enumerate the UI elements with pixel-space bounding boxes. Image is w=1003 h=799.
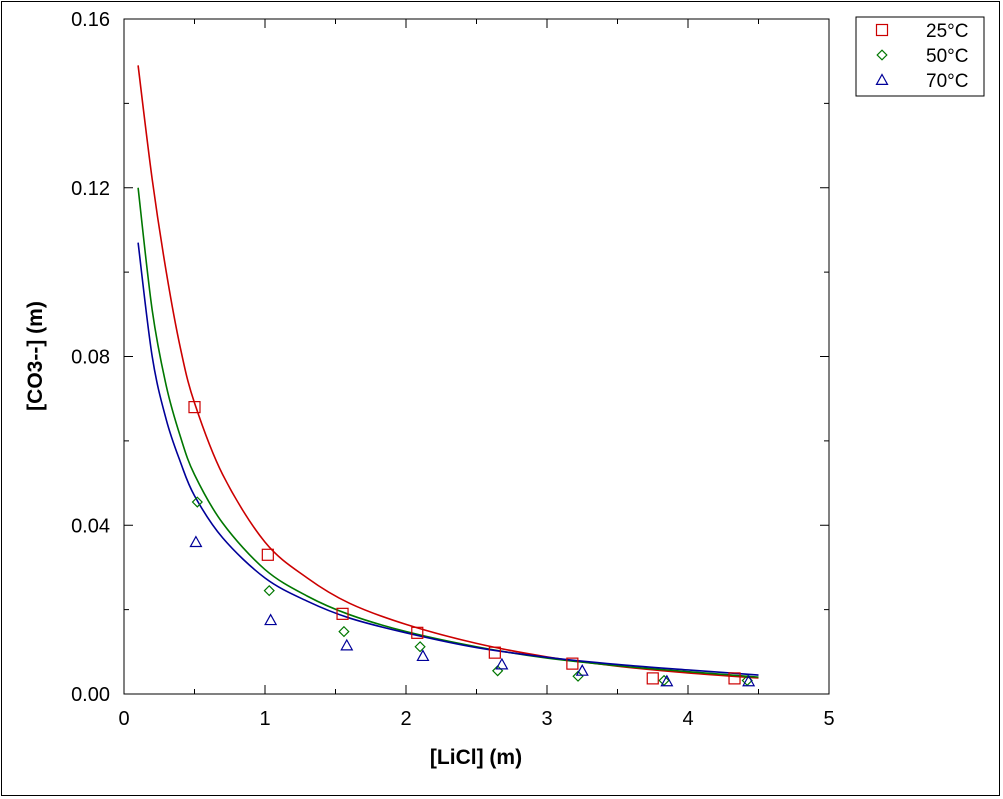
fit-curves <box>137 65 759 679</box>
legend-marker-diamond <box>876 49 888 61</box>
data-point-square <box>488 646 501 659</box>
plot-area <box>123 18 830 695</box>
data-point-diamond <box>191 496 203 508</box>
data-markers <box>188 401 756 687</box>
data-point-diamond <box>338 625 350 638</box>
data-point-square <box>411 626 424 639</box>
legend-marker-triangle <box>875 73 889 86</box>
fit-curve-diamond <box>137 187 759 678</box>
data-point-triangle <box>742 674 756 687</box>
data-point-square <box>728 672 741 685</box>
x-tick-label: 2 <box>400 708 411 730</box>
y-tick-label: 0.12 <box>71 178 110 200</box>
x-axis-title: [LiCl] (m) <box>430 746 522 769</box>
y-tick-label: 0.08 <box>71 347 110 369</box>
axis-ticks <box>123 18 830 695</box>
legend-label: 25°C <box>926 21 968 42</box>
data-point-square <box>336 607 349 620</box>
legend-label: 70°C <box>926 71 968 92</box>
data-point-square <box>261 548 274 561</box>
data-point-triangle <box>575 664 589 676</box>
fit-curve-square <box>137 65 759 679</box>
x-tick-label: 1 <box>259 708 270 730</box>
data-point-diamond <box>414 641 426 653</box>
y-tick-label: 0.04 <box>71 515 110 537</box>
tick-labels: 0 1 2 3 4 5 0.00 0.04 0.08 0.12 0.16 <box>71 9 835 730</box>
x-tick-label: 3 <box>541 708 552 730</box>
data-point-triangle <box>189 535 203 548</box>
legend-marker-square <box>875 23 889 37</box>
data-point-triangle <box>416 649 430 662</box>
data-point-triangle <box>495 657 509 670</box>
legend-label: 50°C <box>926 46 968 67</box>
data-point-triangle <box>660 674 674 687</box>
data-point-triangle <box>264 613 278 626</box>
y-axis-title: [CO3--] (m) <box>24 301 47 411</box>
y-tick-label: 0.00 <box>71 684 110 706</box>
x-tick-label: 4 <box>682 708 693 730</box>
fit-curve-triangle <box>137 242 759 676</box>
data-point-square <box>646 672 659 685</box>
y-tick-label: 0.16 <box>71 9 110 31</box>
data-point-triangle <box>340 638 354 651</box>
data-point-diamond <box>263 584 275 597</box>
x-tick-label: 5 <box>823 708 834 730</box>
legend: 25°C 50°C 70°C <box>855 16 985 97</box>
data-point-square <box>566 657 579 670</box>
data-point-square <box>188 401 201 414</box>
x-tick-label: 0 <box>118 708 129 730</box>
